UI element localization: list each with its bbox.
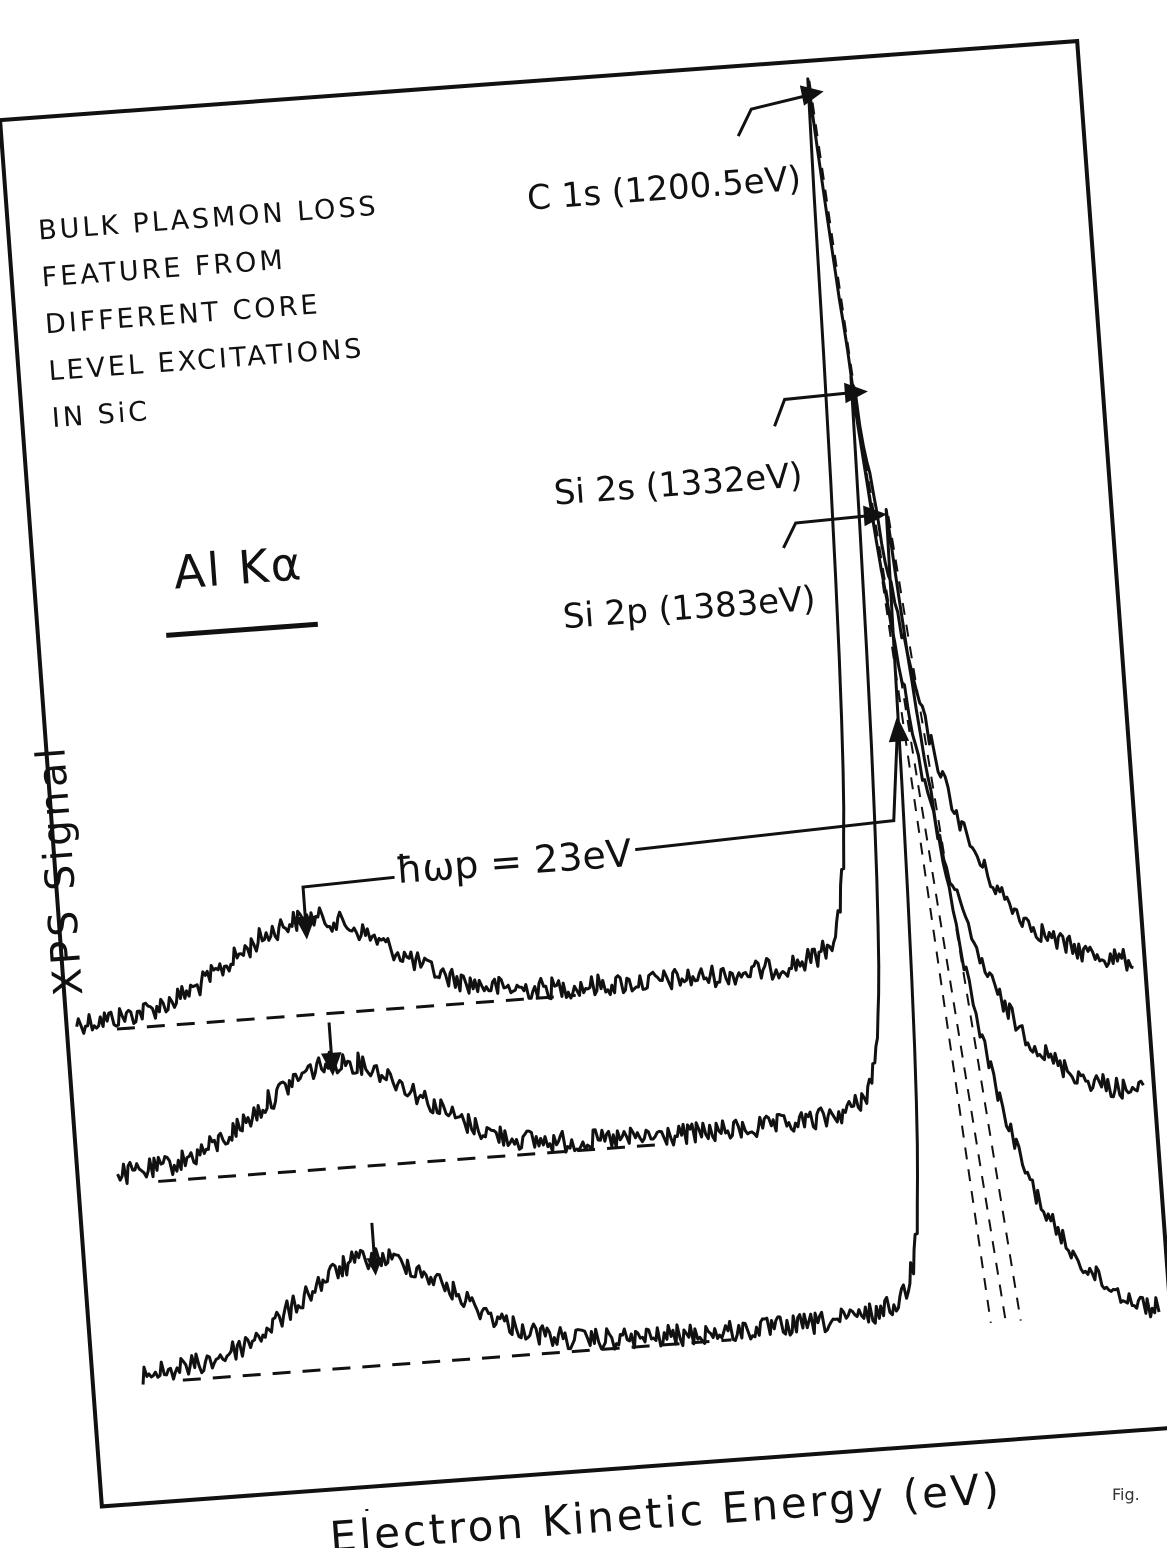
baselines-group — [116, 80, 1022, 1382]
spectrum-2 — [116, 375, 1145, 1186]
peak-marker-1 — [808, 80, 992, 1323]
plasmon-leader — [301, 875, 395, 923]
baseline-1 — [116, 993, 576, 1031]
source-underline — [166, 621, 319, 638]
baseline-2 — [158, 1142, 667, 1183]
baseline-3 — [182, 1338, 732, 1382]
fig-mark: Fig. — [1112, 1485, 1140, 1504]
plasmon-arrow-line — [635, 732, 899, 852]
title-line-2: FEATURE FROM — [41, 245, 287, 294]
title-line-4: LEVEL EXCITATIONS — [47, 333, 365, 387]
plasmon-label: ħωp = 23eV — [394, 831, 633, 892]
title-line-5: IN SiC — [51, 396, 151, 434]
peak-label-si2p: Si 2p (1383eV) — [562, 579, 817, 637]
title-line-1: BULK PLASMON LOSS — [37, 191, 379, 247]
si2p-arrow — [782, 513, 874, 549]
plot-frame — [0, 38, 1167, 1509]
source-label: Al Kα — [172, 536, 305, 599]
spectra-group — [75, 77, 1161, 1385]
title-line-3: DIFFERENT CORE — [44, 289, 321, 340]
title-block: BULK PLASMON LOSS FEATURE FROM DIFFERENT… — [37, 191, 379, 434]
x-axis-label: Electron Kinetic Energy (eV) — [328, 1464, 1003, 1548]
peak-label-c1s: C 1s (1200.5eV) — [526, 159, 803, 219]
plasmon-arrow-mid-line — [327, 1022, 334, 1059]
rotated-figure: XPS Signal Electron Kinetic Energy (eV) … — [0, 38, 1167, 1548]
peak-label-si2s: Si 2s (1332eV) — [552, 455, 803, 513]
annotation-arrows — [294, 85, 910, 1512]
c1s-arrow — [736, 93, 811, 137]
plasmon-arrow-bottom-shaft — [370, 1222, 377, 1262]
si2s-arrow — [773, 390, 855, 427]
y-axis-label: XPS Signal — [28, 742, 92, 997]
peak-marker-2 — [853, 394, 1007, 1322]
plasmon-arrow-bottom — [366, 1257, 383, 1276]
peak-marker-3 — [887, 516, 1022, 1321]
spectrum-3 — [141, 508, 1161, 1385]
spectrum-1 — [75, 77, 1134, 1035]
